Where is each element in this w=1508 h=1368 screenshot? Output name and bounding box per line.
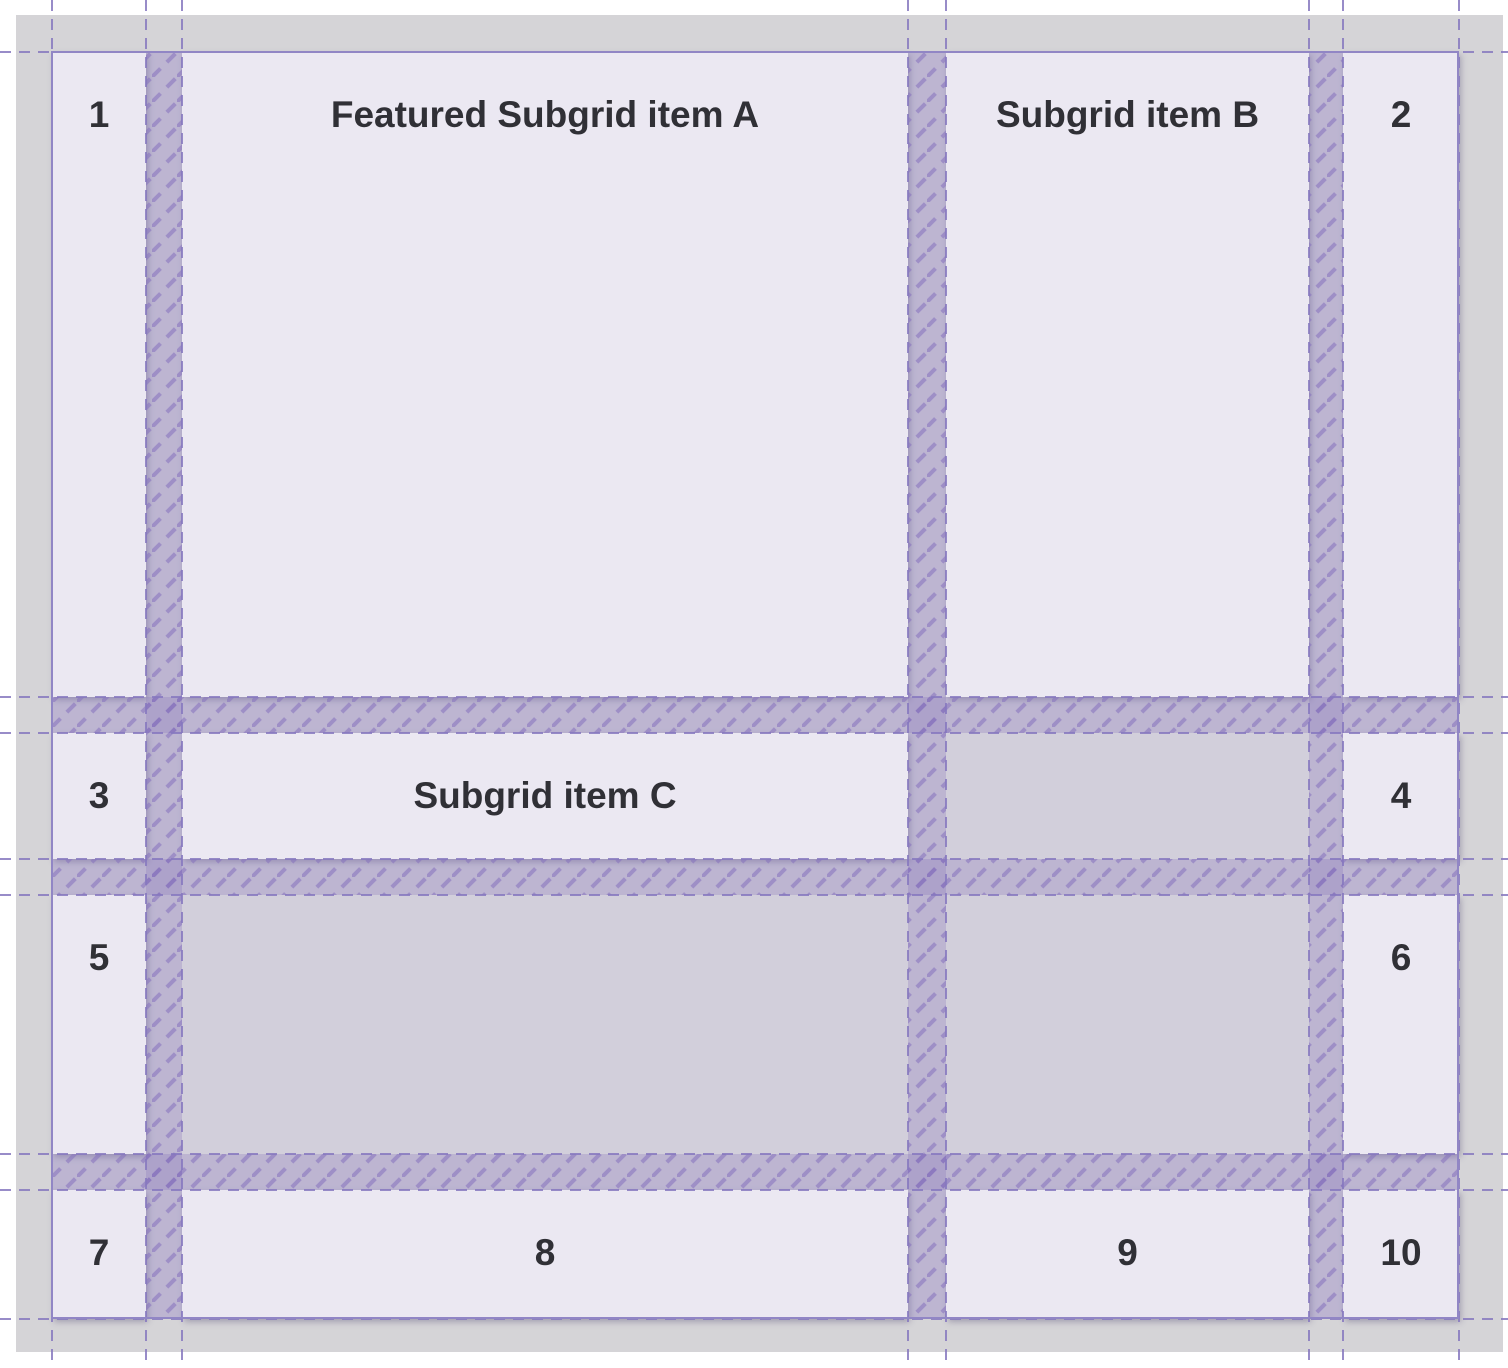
grid-item-b: Subgrid item B [946, 52, 1309, 697]
grid-item-label: Subgrid item B [995, 94, 1260, 135]
grid-item-5: 5 [52, 895, 146, 1154]
grid-item-label: 2 [1390, 94, 1412, 135]
grid-item-label: 9 [1117, 1232, 1138, 1273]
grid-item-8: 8 [182, 1190, 908, 1319]
grid-item-label: 8 [534, 1232, 556, 1273]
grid-item-2: 2 [1343, 52, 1459, 697]
grid-item-label: Subgrid item C [413, 775, 677, 816]
grid-item-label: 3 [88, 775, 110, 816]
grid-item-c: Subgrid item C [182, 733, 908, 859]
grid-item-4: 4 [1343, 733, 1459, 859]
grid-item-featured-a: Featured Subgrid item A [182, 52, 908, 697]
grid-item-1: 1 [52, 52, 146, 697]
grid-container: 1 Featured Subgrid item A Subgrid item B… [52, 52, 1459, 1319]
grid-item-10: 10 [1343, 1190, 1459, 1319]
grid-item-label: 4 [1390, 775, 1412, 816]
grid-item-label: 7 [88, 1232, 110, 1273]
grid-item-6: 6 [1343, 895, 1459, 1154]
grid-item-label: 1 [88, 94, 110, 135]
grid-item-9: 9 [946, 1190, 1309, 1319]
grid-item-label: Featured Subgrid item A [330, 94, 760, 135]
grid-item-3: 3 [52, 733, 146, 859]
grid-item-label: 10 [1380, 1232, 1422, 1273]
grid-item-label: 5 [88, 937, 110, 978]
grid-item-label: 6 [1390, 937, 1412, 978]
grid-item-7: 7 [52, 1190, 146, 1319]
